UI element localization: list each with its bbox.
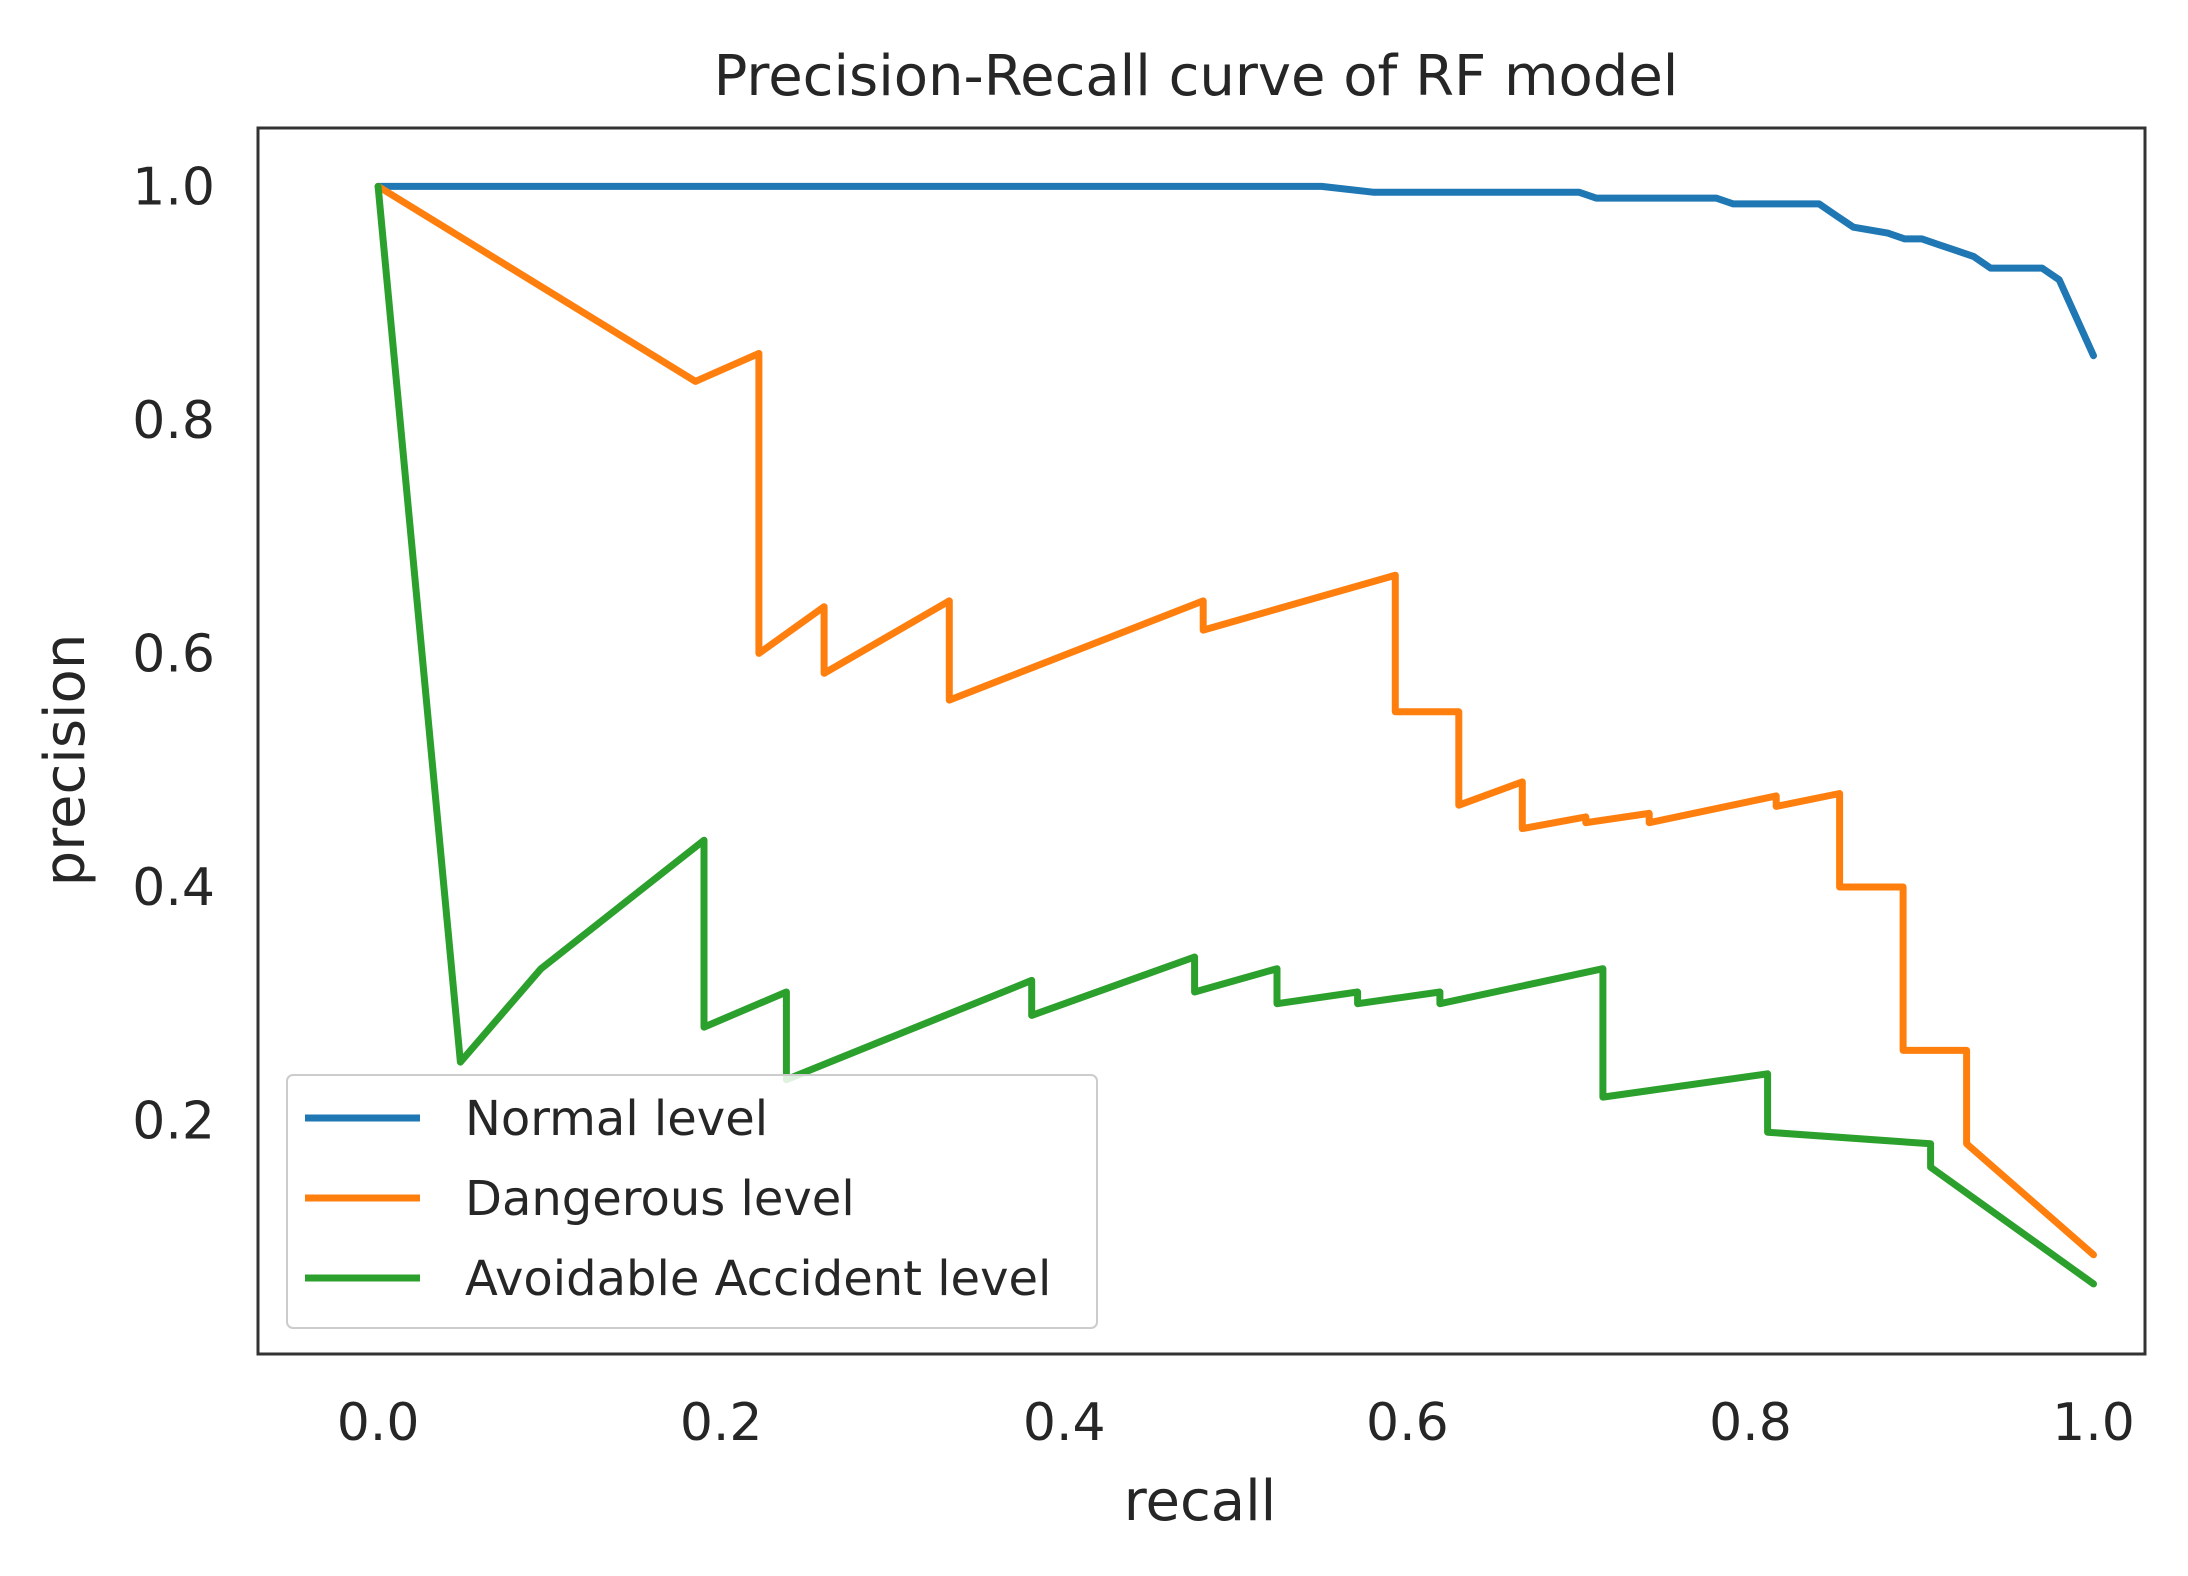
- y-axis-ticks: 0.2 0.4 0.6 0.8 1.0: [132, 157, 215, 1151]
- y-tick-label: 1.0: [132, 157, 215, 217]
- y-tick-label: 0.2: [132, 1091, 215, 1151]
- x-tick-label: 1.0: [2052, 1393, 2135, 1453]
- y-tick-label: 0.6: [132, 624, 215, 684]
- plot-frame: [256, 126, 2147, 1356]
- legend-entry-label: Dangerous level: [465, 1171, 855, 1227]
- x-tick-label: 0.6: [1366, 1393, 1449, 1453]
- legend: Normal level Dangerous level Avoidable Acc…: [286, 1074, 1098, 1329]
- x-tick-label: 0.4: [1023, 1393, 1106, 1453]
- x-axis-label: recall: [1124, 1469, 1276, 1534]
- chart-title: Precision-Recall curve of RF model: [714, 44, 1679, 109]
- series-line-dangerous-level: [374, 182, 2097, 1259]
- series-line-normal-level: [374, 182, 2097, 360]
- x-tick-label: 0.8: [1709, 1393, 1792, 1453]
- legend-entry-label: Avoidable Accident level: [465, 1251, 1051, 1307]
- series-line-avoidable-accident-level: [374, 182, 2097, 1288]
- y-tick-label: 0.4: [132, 858, 215, 918]
- x-tick-label: 0.2: [680, 1393, 763, 1453]
- y-tick-label: 0.8: [132, 391, 215, 451]
- legend-box: [286, 1074, 1098, 1329]
- y-axis-label: precision: [33, 634, 98, 887]
- legend-entry-label: Normal level: [465, 1091, 768, 1147]
- series-group: [374, 182, 2097, 1288]
- x-tick-label: 0.0: [337, 1393, 420, 1453]
- x-axis-ticks: 0.0 0.2 0.4 0.6 0.8 1.0: [337, 1393, 2135, 1453]
